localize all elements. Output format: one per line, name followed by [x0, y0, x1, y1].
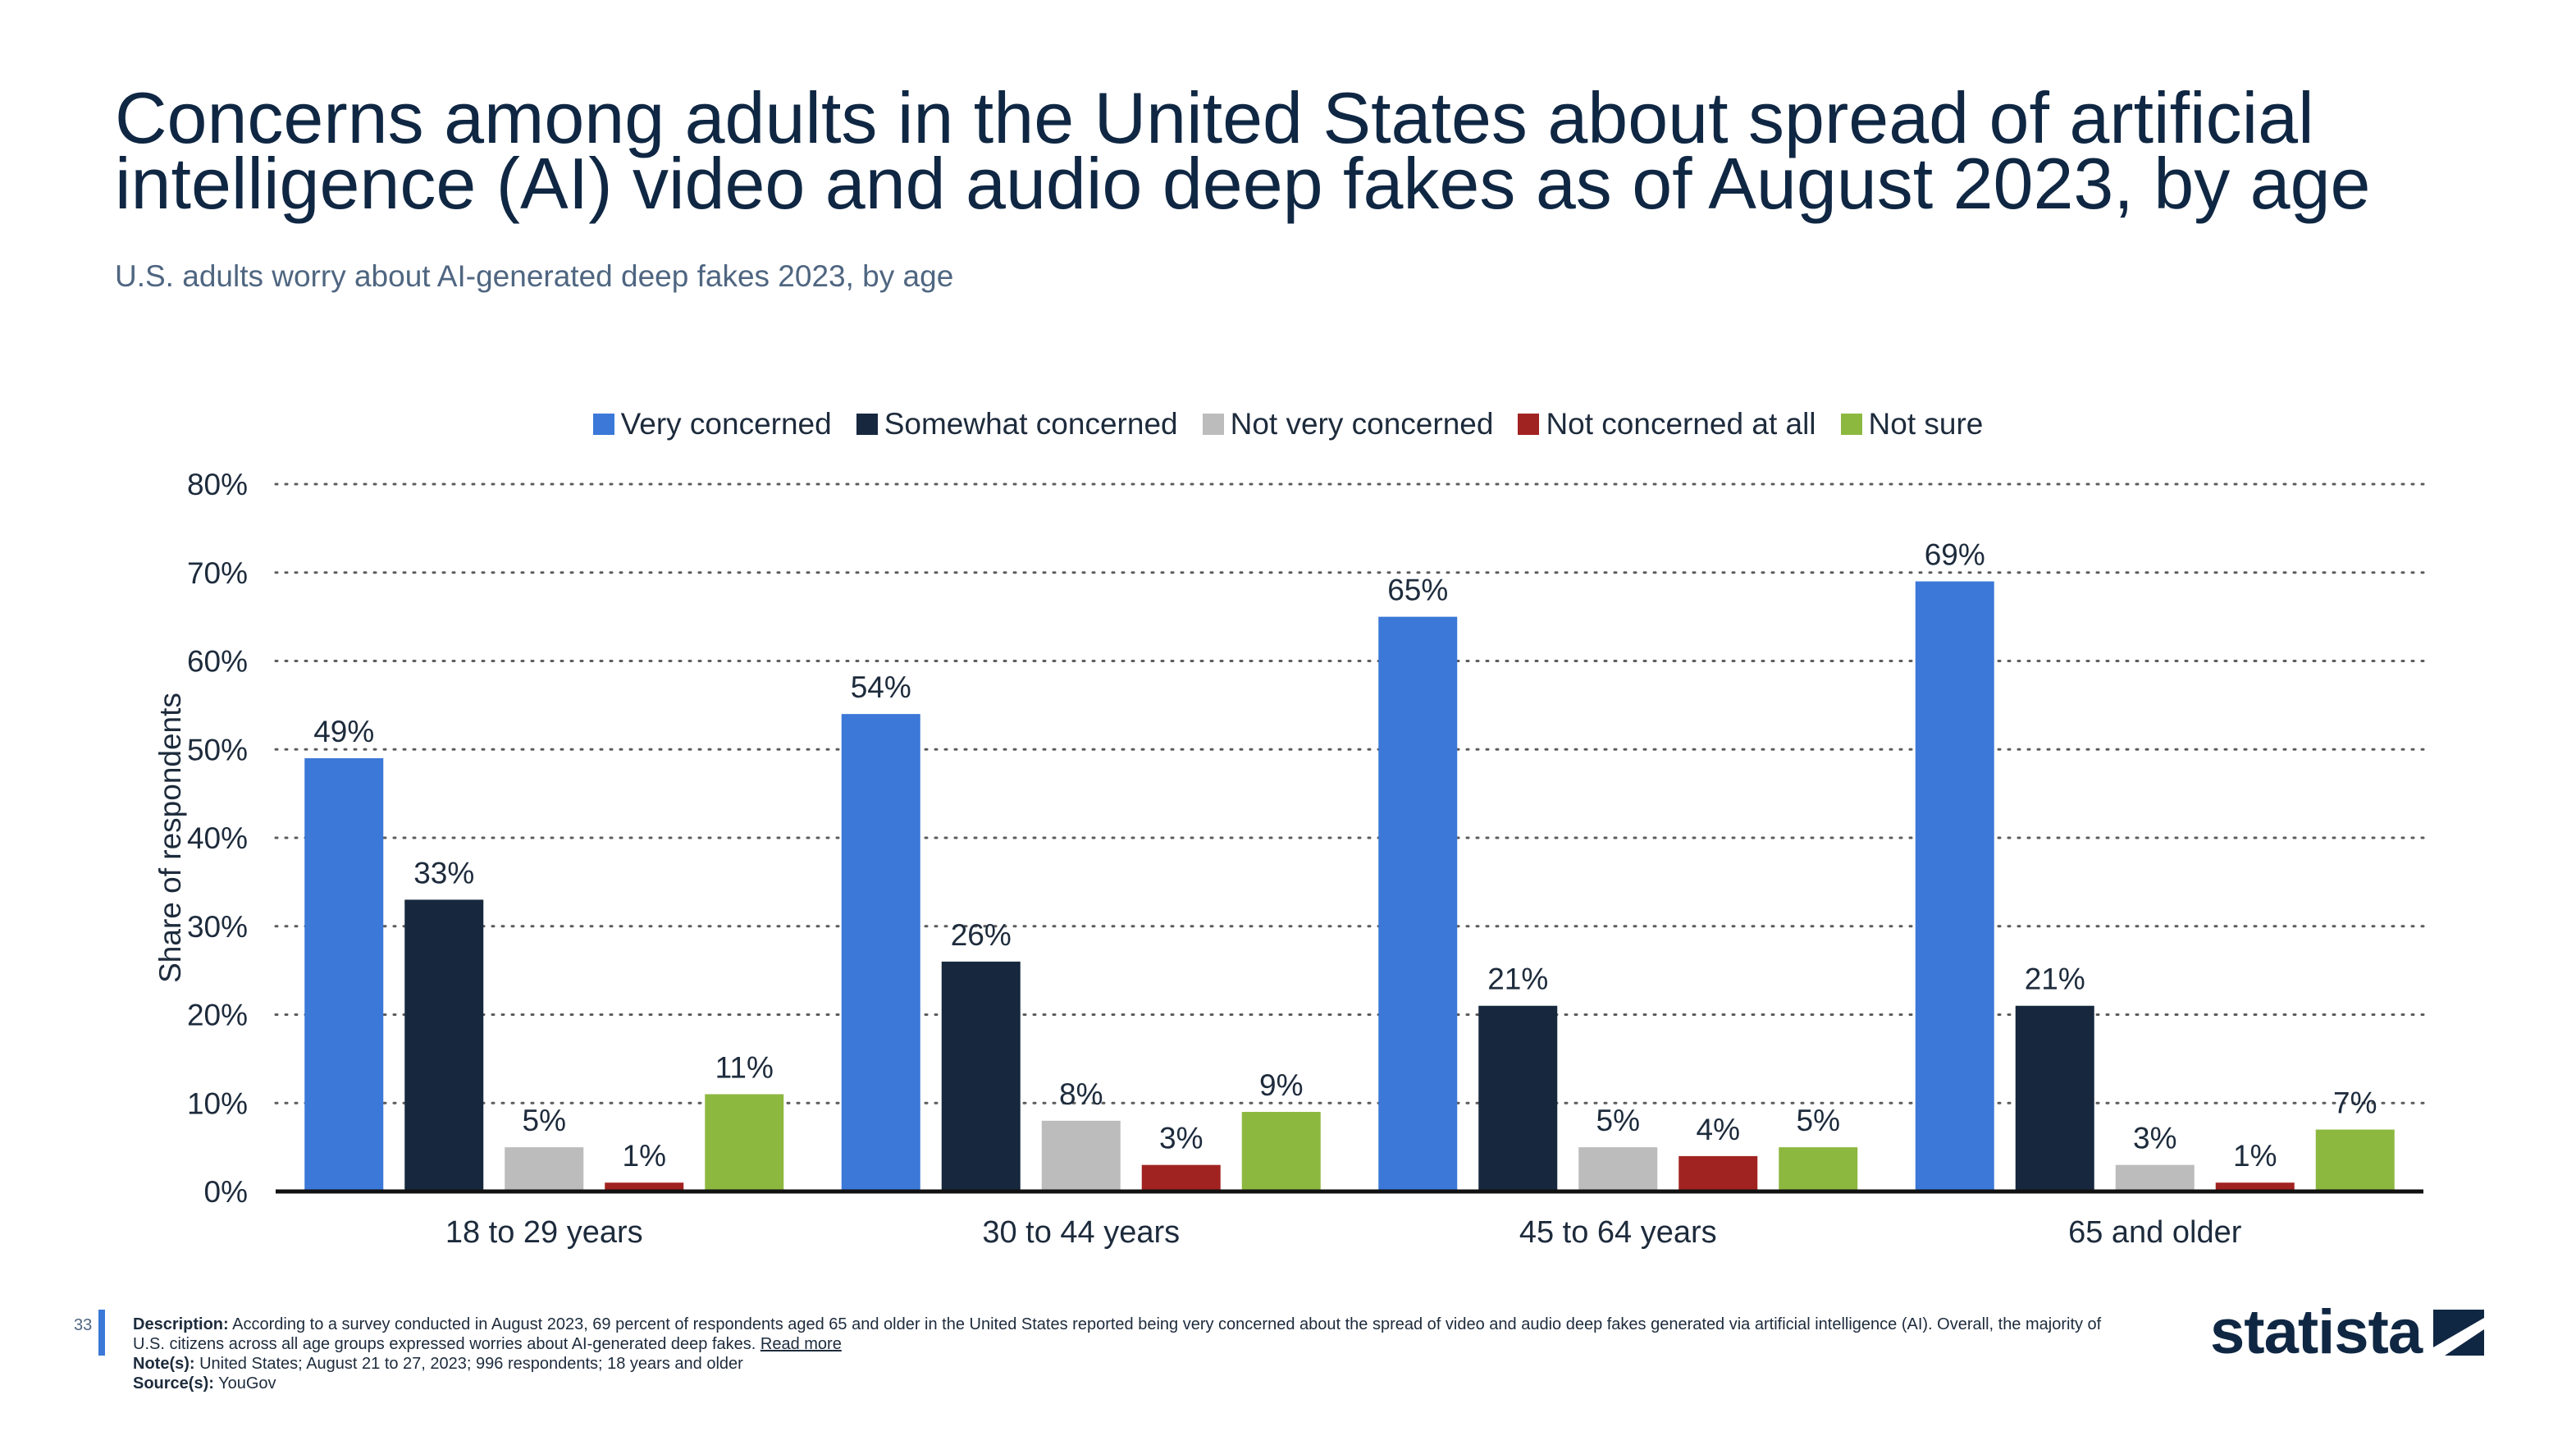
- data-label: 26%: [951, 918, 1012, 952]
- legend-item[interactable]: Somewhat concerned: [856, 407, 1178, 441]
- data-label: 5%: [1596, 1104, 1640, 1137]
- chart-footer: Description: According to a survey condu…: [133, 1315, 2118, 1393]
- legend-label: Not sure: [1868, 407, 1984, 441]
- chart-subtitle: U.S. adults worry about AI-generated dee…: [115, 259, 954, 293]
- data-label: 49%: [313, 715, 374, 748]
- x-tick-label: 30 to 44 years: [982, 1215, 1180, 1250]
- bar: [505, 1147, 584, 1191]
- bar: [1378, 616, 1458, 1191]
- bar: [2015, 1005, 2094, 1191]
- legend-swatch: [856, 414, 878, 435]
- description: Description: According to a survey condu…: [133, 1315, 2118, 1354]
- legend-swatch: [1518, 414, 1540, 435]
- brand-name: statista: [2210, 1297, 2423, 1367]
- notes: Note(s): United States; August 21 to 27,…: [133, 1354, 2118, 1374]
- y-tick-label: 50%: [187, 733, 248, 766]
- legend-item[interactable]: Not sure: [1840, 407, 1984, 441]
- page-number: 33: [74, 1316, 93, 1334]
- y-tick-label: 80%: [187, 468, 248, 501]
- y-tick-label: 0%: [204, 1175, 248, 1209]
- y-tick-label: 30%: [187, 910, 248, 944]
- chart-title: Concerns among adults in the United Stat…: [115, 77, 2371, 224]
- bar: [841, 714, 920, 1191]
- bar: [705, 1094, 784, 1191]
- data-label: 1%: [2233, 1139, 2277, 1173]
- data-label: 8%: [1059, 1077, 1103, 1111]
- description-label: Description:: [133, 1315, 229, 1333]
- statista-logo-icon: [2433, 1309, 2485, 1356]
- x-tick-label: 45 to 64 years: [1519, 1215, 1717, 1250]
- bar: [1779, 1147, 1858, 1191]
- chart-legend: Very concerned Somewhat concerned Not very…: [0, 407, 2576, 441]
- legend-label: Not concerned at all: [1546, 407, 1816, 441]
- page-accent-bar: [98, 1310, 105, 1356]
- data-label: 69%: [1925, 538, 1985, 572]
- y-tick-label: 40%: [187, 821, 248, 855]
- bar-chart: 0% 10% 20% 30% 40% 50% 60% 70% 80% Share of respo…: [153, 468, 2425, 1250]
- description-text: According to a survey conducted in Augus…: [133, 1315, 2102, 1353]
- data-label: 1%: [623, 1139, 666, 1173]
- bar: [1915, 581, 1994, 1191]
- legend-swatch: [1840, 414, 1862, 435]
- legend-swatch: [1202, 414, 1224, 435]
- bar: [1679, 1155, 1758, 1191]
- source-text: YouGov: [218, 1374, 276, 1393]
- data-label: 21%: [2025, 963, 2085, 996]
- bar: [1578, 1147, 1658, 1191]
- data-label: 4%: [1697, 1113, 1740, 1146]
- y-tick-label: 20%: [187, 999, 248, 1032]
- data-label: 54%: [851, 670, 911, 704]
- data-label: 9%: [1259, 1068, 1303, 1102]
- data-label: 7%: [2333, 1086, 2377, 1120]
- legend-label: Not very concerned: [1230, 407, 1494, 441]
- legend-item[interactable]: Not concerned at all: [1518, 407, 1816, 441]
- source-label: Source(s):: [133, 1374, 214, 1393]
- data-label: 5%: [523, 1104, 566, 1137]
- data-label: 21%: [1487, 963, 1548, 996]
- data-label: 65%: [1387, 574, 1448, 607]
- data-label: 11%: [715, 1050, 774, 1084]
- y-tick-label: 70%: [187, 556, 248, 590]
- bar: [2215, 1182, 2295, 1191]
- bar: [304, 758, 384, 1191]
- y-axis-title: Share of respondents: [153, 693, 187, 983]
- x-tick-label: 65 and older: [2068, 1215, 2242, 1250]
- data-label: 3%: [1159, 1122, 1203, 1155]
- bar: [2315, 1129, 2395, 1191]
- bar: [605, 1182, 684, 1191]
- bar: [941, 961, 1021, 1191]
- data-label: 33%: [413, 856, 474, 889]
- bar: [404, 899, 484, 1191]
- data-label: 5%: [1797, 1104, 1840, 1137]
- bar: [1241, 1112, 1321, 1191]
- y-tick-label: 10%: [187, 1086, 248, 1120]
- bar: [1041, 1120, 1121, 1191]
- legend-label: Somewhat concerned: [884, 407, 1178, 441]
- bar: [2115, 1164, 2195, 1191]
- legend-label: Very concerned: [620, 407, 832, 441]
- legend-item[interactable]: Very concerned: [592, 407, 832, 441]
- source: Source(s): YouGov: [133, 1374, 2118, 1393]
- y-tick-label: 60%: [187, 645, 248, 679]
- data-label: 3%: [2133, 1122, 2176, 1155]
- notes-label: Note(s):: [133, 1355, 195, 1373]
- x-tick-label: 18 to 29 years: [445, 1215, 643, 1250]
- read-more-link[interactable]: Read more: [760, 1335, 842, 1353]
- notes-text: United States; August 21 to 27, 2023; 99…: [199, 1355, 743, 1373]
- legend-swatch: [592, 414, 614, 435]
- statista-brand[interactable]: statista: [2210, 1297, 2485, 1368]
- bar: [1478, 1005, 1558, 1191]
- legend-item[interactable]: Not very concerned: [1202, 407, 1494, 441]
- bar: [1141, 1164, 1221, 1191]
